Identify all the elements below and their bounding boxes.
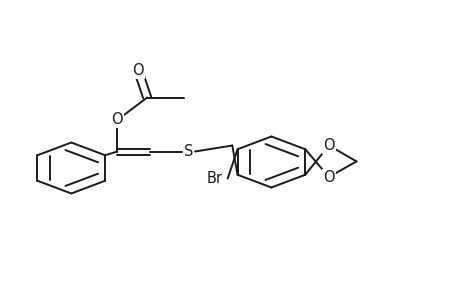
- Text: O: O: [111, 112, 123, 128]
- Text: S: S: [184, 144, 193, 159]
- Text: O: O: [132, 63, 144, 78]
- Text: O: O: [322, 169, 334, 184]
- Text: O: O: [322, 138, 334, 153]
- Text: Br: Br: [207, 171, 223, 186]
